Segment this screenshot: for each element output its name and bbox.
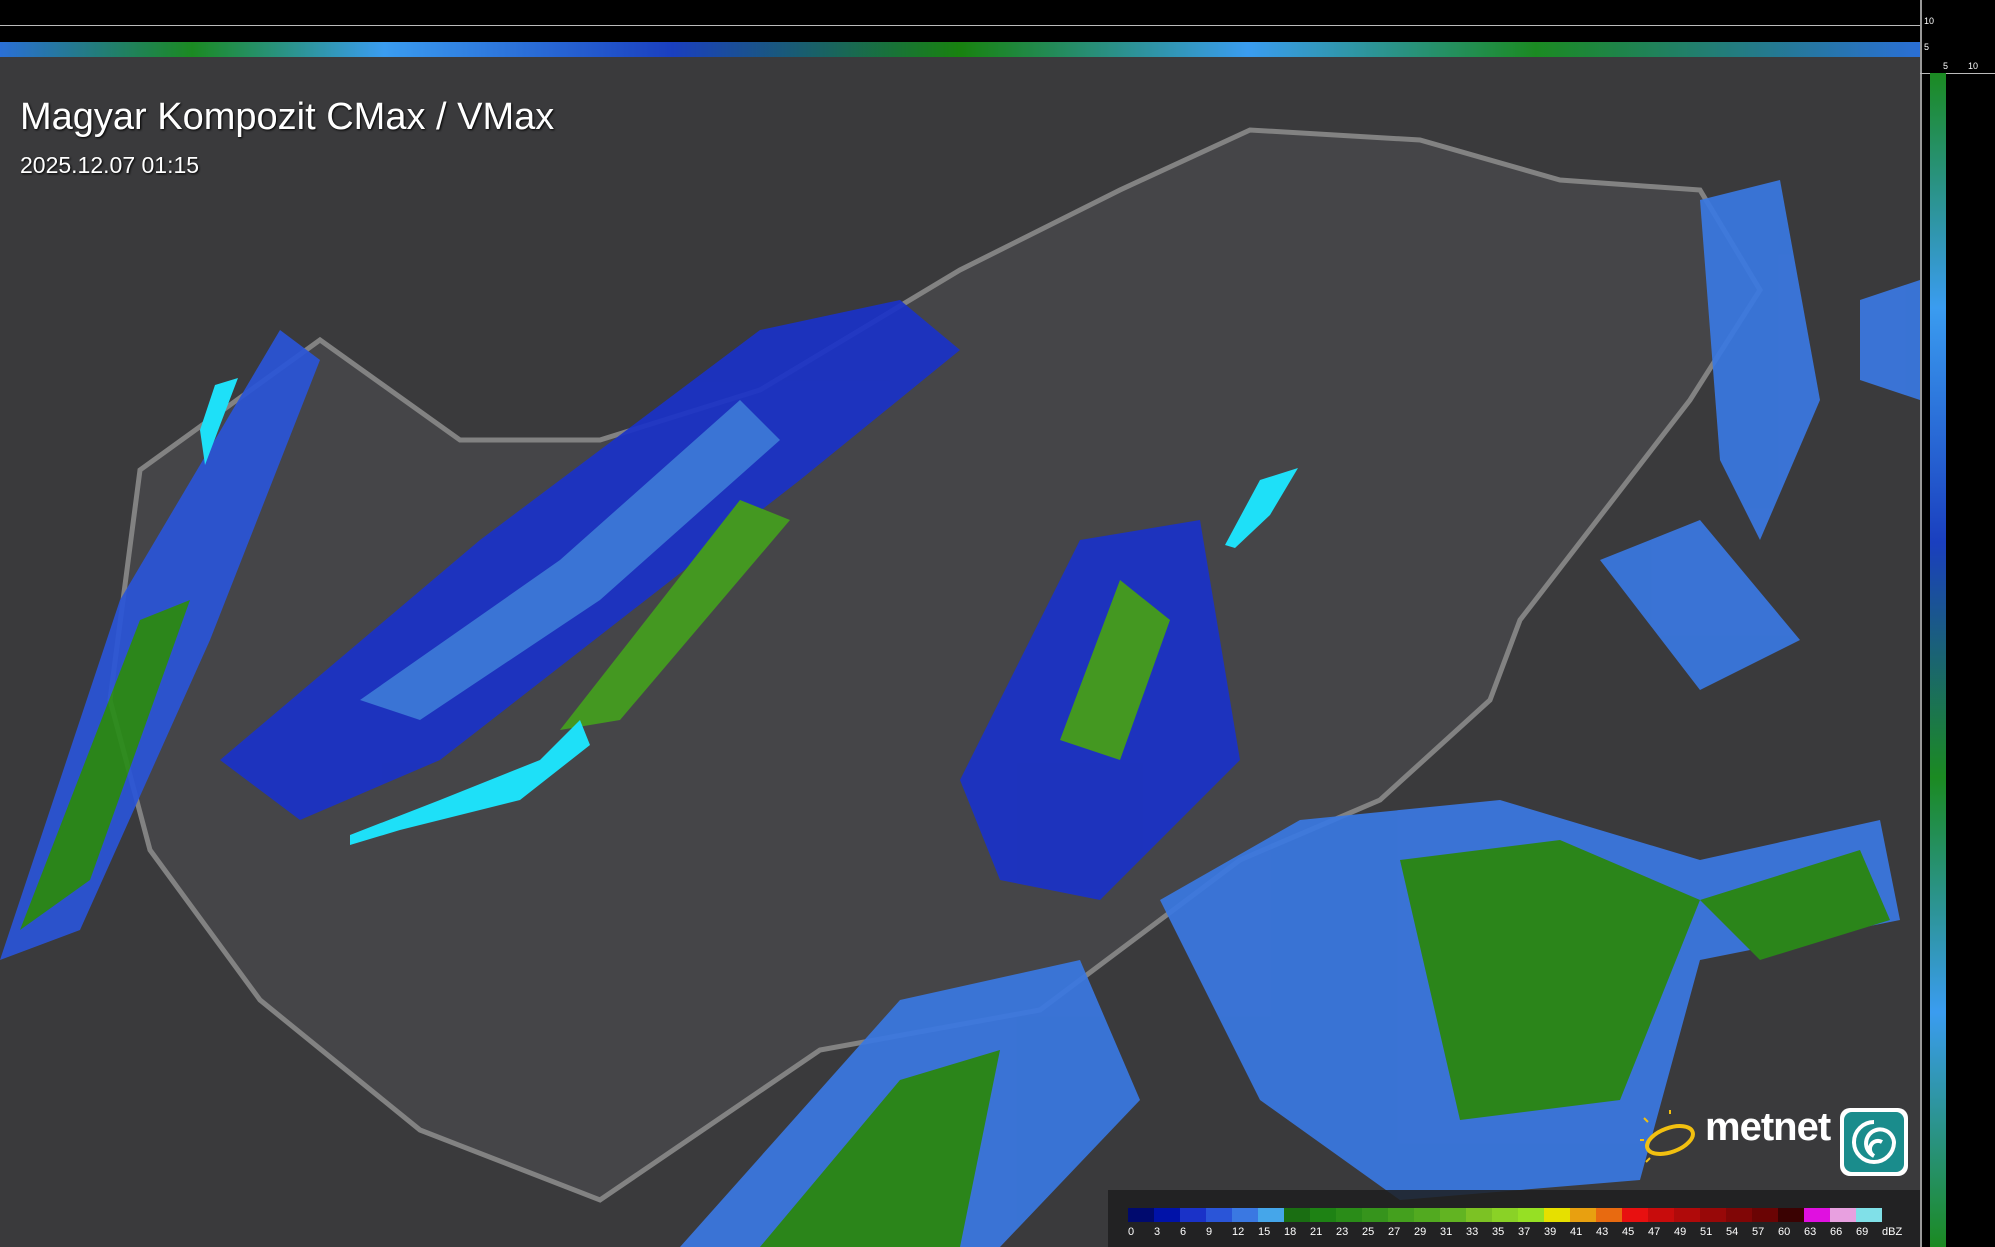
echo-cell bbox=[560, 500, 790, 730]
lake-tisza bbox=[1225, 468, 1298, 548]
echo-cell bbox=[1700, 850, 1890, 960]
legend-label: 9 bbox=[1206, 1226, 1213, 1238]
legend-label: 27 bbox=[1388, 1226, 1401, 1238]
radar-echoes bbox=[0, 180, 1920, 1247]
cross-section-echo-strip bbox=[0, 42, 1920, 57]
color-bar-labels: 0 3 6 9 12 15 18 21 23 25 27 29 31 33 35 37 39 41 43 45 47 49… bbox=[1128, 1226, 1908, 1238]
legend-swatch bbox=[1778, 1208, 1804, 1222]
legend-swatch bbox=[1726, 1208, 1752, 1222]
lake-neusiedl bbox=[200, 378, 238, 465]
cross-section-right-panel bbox=[1930, 73, 1946, 1247]
legend-label: 41 bbox=[1570, 1226, 1583, 1238]
dbz-color-legend: 0 3 6 9 12 15 18 21 23 25 27 29 31 33 35 37 39 41 43 45 47 49… bbox=[1108, 1190, 1920, 1247]
legend-swatch bbox=[1622, 1208, 1648, 1222]
axis-tick-label: 10 bbox=[1968, 61, 1979, 71]
legend-swatch bbox=[1596, 1208, 1622, 1222]
legend-label: 51 bbox=[1700, 1226, 1713, 1238]
legend-label: 25 bbox=[1362, 1226, 1375, 1238]
legend-label: 47 bbox=[1648, 1226, 1661, 1238]
legend-swatch bbox=[1518, 1208, 1544, 1222]
legend-label: 12 bbox=[1232, 1226, 1245, 1238]
map-canvas bbox=[0, 127, 1920, 1247]
metnet-badge-logo bbox=[1840, 1108, 1908, 1176]
legend-label: 66 bbox=[1830, 1226, 1843, 1238]
legend-label: 18 bbox=[1284, 1226, 1297, 1238]
axis-tick-label: 5 bbox=[1924, 42, 1930, 52]
legend-swatch bbox=[1804, 1208, 1830, 1222]
legend-label: 29 bbox=[1414, 1226, 1427, 1238]
legend-label: 33 bbox=[1466, 1226, 1479, 1238]
legend-label: 45 bbox=[1622, 1226, 1635, 1238]
legend-label: 54 bbox=[1726, 1226, 1739, 1238]
legend-swatch bbox=[1570, 1208, 1596, 1222]
echo-cell bbox=[1860, 280, 1920, 400]
legend-swatch bbox=[1856, 1208, 1882, 1222]
legend-swatch bbox=[1674, 1208, 1700, 1222]
legend-label: 37 bbox=[1518, 1226, 1531, 1238]
echo-cell bbox=[1400, 840, 1700, 1120]
legend-unit: dBZ bbox=[1882, 1226, 1903, 1238]
metnet-logo-text: metnet bbox=[1705, 1105, 1831, 1149]
legend-swatch bbox=[1492, 1208, 1518, 1222]
legend-swatch bbox=[1284, 1208, 1310, 1222]
legend-label: 35 bbox=[1492, 1226, 1505, 1238]
legend-label: 3 bbox=[1154, 1226, 1161, 1238]
legend-label: 43 bbox=[1596, 1226, 1609, 1238]
echo-cell bbox=[20, 600, 190, 930]
legend-swatch bbox=[1362, 1208, 1388, 1222]
lake-balaton bbox=[350, 720, 590, 845]
legend-swatch bbox=[1128, 1208, 1154, 1222]
legend-swatch bbox=[1466, 1208, 1492, 1222]
legend-swatch bbox=[1830, 1208, 1856, 1222]
legend-label: 21 bbox=[1310, 1226, 1323, 1238]
legend-label: 23 bbox=[1336, 1226, 1349, 1238]
legend-label: 60 bbox=[1778, 1226, 1791, 1238]
legend-label: 0 bbox=[1128, 1226, 1135, 1238]
legend-swatch bbox=[1414, 1208, 1440, 1222]
metnet-sun-icon bbox=[1640, 1110, 1695, 1163]
map-timestamp: 2025.12.07 01:15 bbox=[20, 152, 200, 178]
grid-line bbox=[0, 25, 1920, 26]
legend-swatch bbox=[1180, 1208, 1206, 1222]
legend-label: 31 bbox=[1440, 1226, 1453, 1238]
echo-cell bbox=[1600, 520, 1800, 690]
legend-label: 63 bbox=[1804, 1226, 1817, 1238]
legend-swatch bbox=[1700, 1208, 1726, 1222]
map-title: Magyar Kompozit CMax / VMax bbox=[20, 96, 555, 138]
axis-tick-label: 10 bbox=[1924, 16, 1935, 26]
legend-label: 6 bbox=[1180, 1226, 1187, 1238]
swirl-icon bbox=[1844, 1112, 1904, 1172]
legend-swatch bbox=[1206, 1208, 1232, 1222]
legend-swatch bbox=[1232, 1208, 1258, 1222]
legend-label: 69 bbox=[1856, 1226, 1869, 1238]
legend-label: 57 bbox=[1752, 1226, 1765, 1238]
axis-tick-label: 5 bbox=[1943, 61, 1949, 71]
legend-swatch bbox=[1544, 1208, 1570, 1222]
panel-divider bbox=[1920, 0, 1922, 1247]
echo-cell bbox=[760, 1050, 1000, 1247]
legend-swatch bbox=[1388, 1208, 1414, 1222]
legend-swatch bbox=[1310, 1208, 1336, 1222]
legend-swatch bbox=[1440, 1208, 1466, 1222]
legend-label: 49 bbox=[1674, 1226, 1687, 1238]
echo-cell bbox=[1060, 580, 1170, 760]
echo-cell bbox=[1700, 180, 1820, 540]
color-bar bbox=[1128, 1208, 1882, 1222]
legend-swatch bbox=[1154, 1208, 1180, 1222]
radar-map[interactable] bbox=[0, 57, 1920, 1247]
legend-swatch bbox=[1336, 1208, 1362, 1222]
cross-section-top-panel bbox=[0, 0, 1920, 57]
grid-line bbox=[1920, 73, 1995, 74]
legend-swatch bbox=[1258, 1208, 1284, 1222]
legend-label: 15 bbox=[1258, 1226, 1271, 1238]
legend-swatch bbox=[1752, 1208, 1778, 1222]
echo-cell bbox=[360, 400, 780, 720]
legend-swatch bbox=[1648, 1208, 1674, 1222]
legend-label: 39 bbox=[1544, 1226, 1557, 1238]
